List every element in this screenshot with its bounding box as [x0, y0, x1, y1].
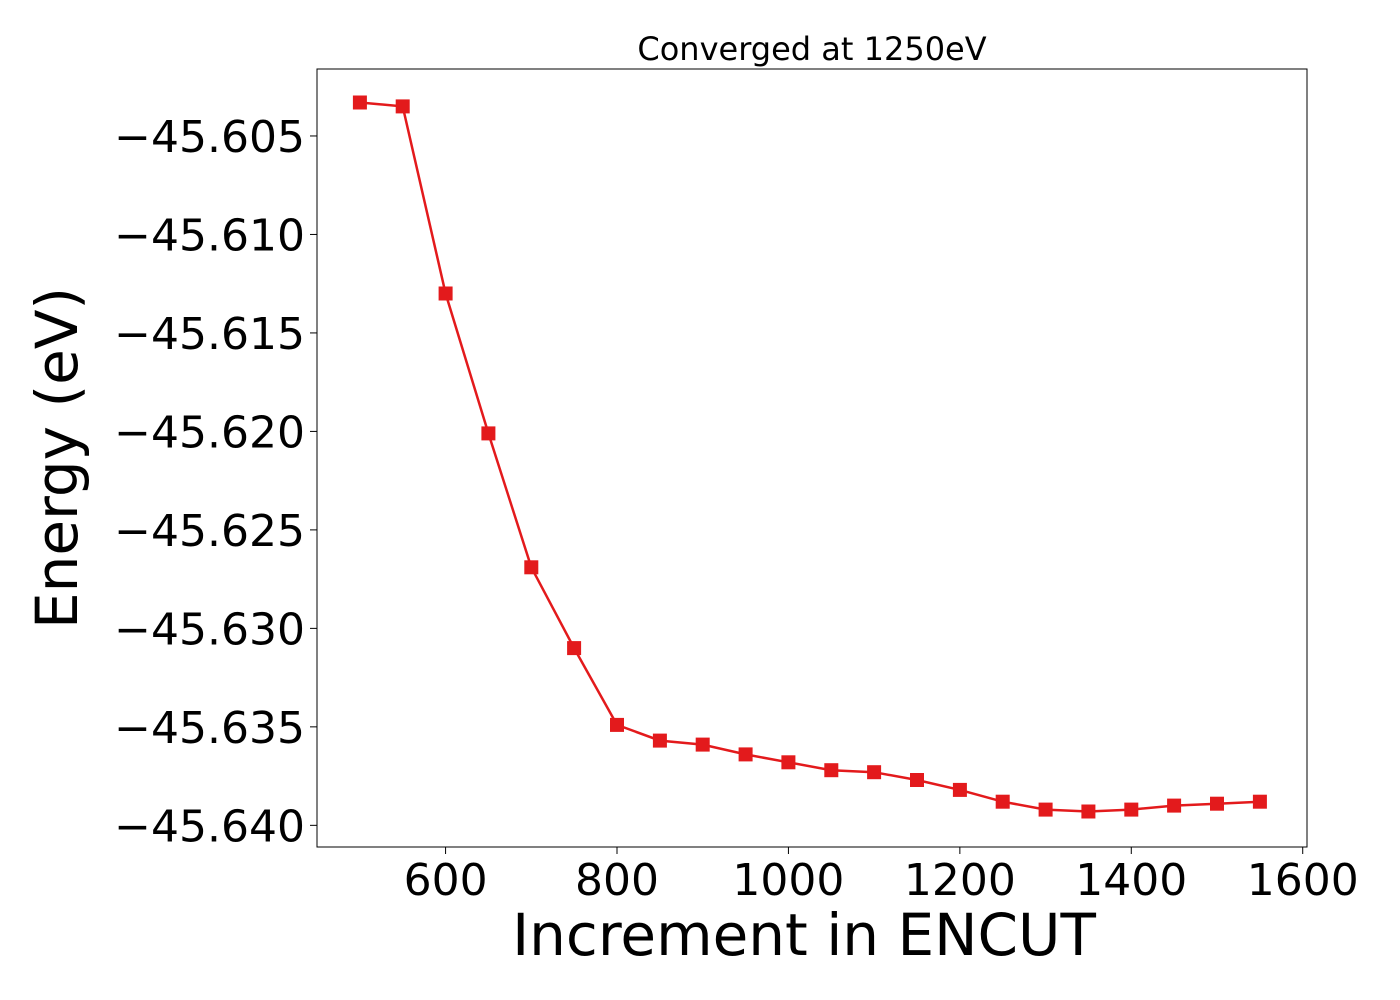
data-point-marker: [567, 641, 582, 656]
x-tick-label: 1200: [904, 855, 1016, 906]
data-point-marker: [867, 765, 882, 780]
series-layer: [352, 95, 1267, 819]
y-tick-label: −45.625: [114, 506, 305, 557]
data-point-marker: [952, 782, 967, 797]
y-tick-label: −45.610: [114, 210, 305, 261]
y-tick-label: −45.635: [114, 703, 305, 754]
data-point-marker: [781, 755, 796, 770]
data-point-marker: [395, 99, 410, 114]
data-point-marker: [652, 733, 667, 748]
data-point-marker: [438, 286, 453, 301]
x-tick-label: 800: [575, 855, 659, 906]
data-point-marker: [1081, 804, 1096, 819]
data-point-marker: [1124, 802, 1139, 817]
data-point-marker: [995, 794, 1010, 809]
data-point-marker: [352, 95, 367, 110]
data-point-marker: [481, 426, 496, 441]
x-tick-label: 600: [404, 855, 488, 906]
data-point-marker: [1038, 802, 1053, 817]
x-tick-label: 1600: [1247, 855, 1359, 906]
chart-title: Converged at 1250eV: [637, 30, 986, 68]
y-tick-label: −45.630: [114, 604, 305, 655]
data-point-marker: [524, 560, 539, 575]
data-point-marker: [695, 737, 710, 752]
data-point-marker: [1167, 798, 1182, 813]
y-tick-label: −45.620: [114, 407, 305, 458]
x-tick-label: 1000: [732, 855, 844, 906]
y-axis-label: Energy (eV): [23, 287, 91, 629]
x-axis-label: Increment in ENCUT: [512, 901, 1096, 969]
data-point-marker: [1210, 796, 1224, 811]
x-axis: 600 800 1000 1200 1400 1600: [404, 847, 1359, 906]
y-tick-label: −45.615: [114, 309, 305, 360]
y-tick-label: −45.640: [114, 801, 305, 852]
data-point-marker: [738, 747, 753, 762]
data-point-marker: [824, 763, 839, 778]
y-axis: −45.605 −45.610 −45.615 −45.620 −45.625 −45.6…: [114, 112, 317, 852]
data-point-marker: [910, 773, 924, 787]
plot-area: [316, 68, 1308, 848]
data-point-marker: [1252, 794, 1267, 809]
x-tick-label: 1400: [1075, 855, 1187, 906]
series-line: [359, 101, 1260, 813]
y-tick-label: −45.605: [114, 112, 305, 163]
data-point-marker: [610, 717, 624, 732]
